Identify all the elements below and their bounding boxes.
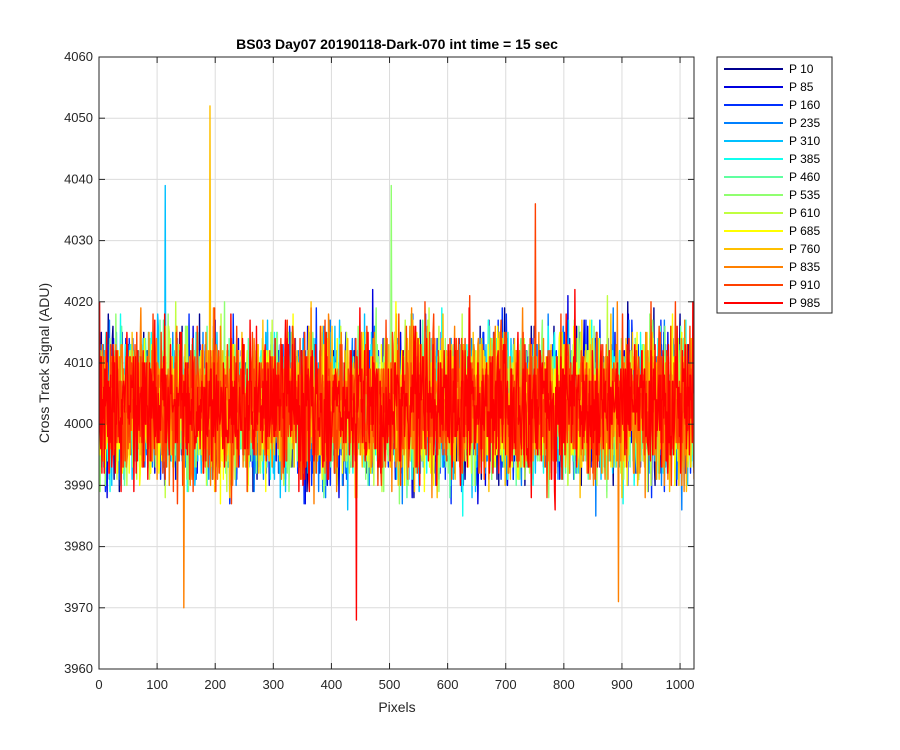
y-tick-label: 4020 [64,294,93,309]
x-tick-label: 900 [611,677,633,692]
legend-label: P 760 [789,242,820,256]
y-tick-labels: 3960 3970 3980 3990 4000 4010 4020 4030 4040 4050… [64,49,93,676]
legend-label: P 910 [789,278,820,292]
x-tick-label: 300 [262,677,284,692]
y-axis-label: Cross Track Signal (ADU) [36,283,52,443]
legend-label: P 685 [789,224,820,238]
series-line-p-985 [99,288,694,621]
x-axis-label: Pixels [378,699,415,715]
y-tick-label: 4030 [64,233,93,248]
legend-label: P 160 [789,98,820,112]
legend-label: P 835 [789,260,820,274]
x-tick-labels: 0 100 200 300 400 500 600 700 800 900 1000 [95,677,694,692]
y-tick-label: 4050 [64,110,93,125]
x-tick-label: 200 [204,677,226,692]
legend-entries: P 10 P 85 P 160 P 235 P 310 P 385 P 460 P 535 P … [724,62,820,310]
legend-label: P 310 [789,134,820,148]
y-tick-label: 4010 [64,355,93,370]
series-lines [99,105,694,621]
x-tick-label: 0 [95,677,102,692]
x-tick-label: 1000 [666,677,695,692]
y-tick-label: 3970 [64,600,93,615]
x-tick-label: 400 [321,677,343,692]
y-tick-label: 3990 [64,477,93,492]
y-tick-label: 4060 [64,49,93,64]
legend-box [716,56,833,314]
legend-label: P 610 [789,206,820,220]
legend-label: P 460 [789,170,820,184]
x-tick-label: 100 [146,677,168,692]
legend-label: P 235 [789,116,820,130]
y-tick-label: 4040 [64,171,93,186]
legend-label: P 85 [789,80,814,94]
x-tick-label: 500 [379,677,401,692]
x-tick-label: 600 [437,677,459,692]
legend-label: P 535 [789,188,820,202]
y-tick-label: 3980 [64,539,93,554]
y-tick-label: 4000 [64,416,93,431]
legend-label: P 10 [789,62,814,76]
legend-label: P 985 [789,296,820,310]
x-tick-label: 700 [495,677,517,692]
legend-label: P 385 [789,152,820,166]
x-tick-label: 800 [553,677,575,692]
axis-ticks [98,56,694,670]
plot-area: 0 100 200 300 400 500 600 700 800 900 1000 3960 397… [64,49,694,692]
y-tick-label: 3960 [64,661,93,676]
chart-title: BS03 Day07 20190118-Dark-070 int time = … [236,36,558,52]
legend: P 10 P 85 P 160 P 235 P 310 P 385 P 460 P 535 P … [716,56,833,314]
